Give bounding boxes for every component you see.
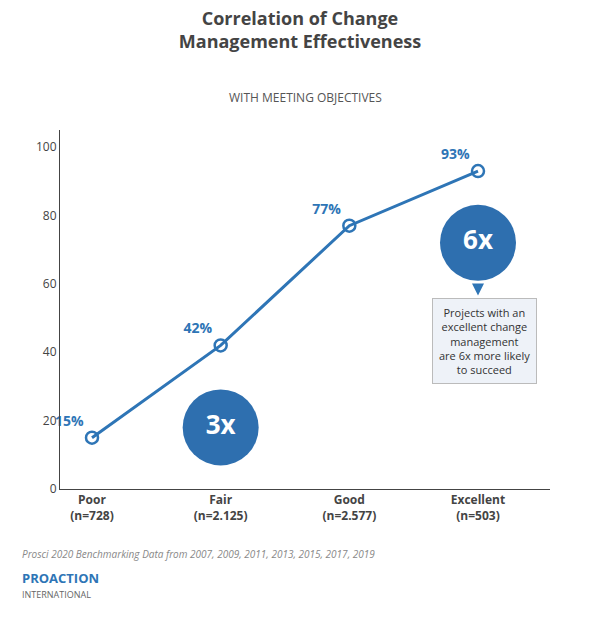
- svg-text:Prosci 2020 Benchmarking Data: Prosci 2020 Benchmarking Data from 2007,…: [22, 547, 375, 561]
- svg-text:6x: 6x: [463, 221, 493, 257]
- svg-text:Good(n=2.577): Good(n=2.577): [322, 491, 376, 524]
- svg-text:100: 100: [36, 138, 57, 155]
- svg-text:Projects with anexcellent chan: Projects with anexcellent changemanageme…: [439, 305, 530, 377]
- svg-text:Excellent(n=503): Excellent(n=503): [451, 491, 505, 524]
- svg-text:0: 0: [50, 480, 57, 497]
- svg-text:15%: 15%: [55, 411, 84, 430]
- svg-text:20: 20: [43, 412, 57, 429]
- svg-text:3x: 3x: [206, 406, 236, 442]
- svg-text:77%: 77%: [312, 199, 341, 218]
- svg-text:INTERNATIONAL: INTERNATIONAL: [22, 588, 91, 601]
- svg-text:Correlation of ChangeManagemen: Correlation of ChangeManagement Effectiv…: [179, 6, 421, 53]
- svg-text:42%: 42%: [184, 318, 213, 337]
- svg-text:93%: 93%: [441, 144, 470, 163]
- svg-text:WITH MEETING OBJECTIVES: WITH MEETING OBJECTIVES: [229, 89, 382, 106]
- svg-text:60: 60: [43, 275, 57, 292]
- svg-text:PROACTION: PROACTION: [22, 569, 99, 587]
- svg-text:80: 80: [43, 207, 57, 224]
- svg-text:40: 40: [43, 343, 57, 360]
- svg-text:Poor(n=728): Poor(n=728): [70, 491, 113, 524]
- svg-text:Fair(n=2.125): Fair(n=2.125): [194, 491, 248, 524]
